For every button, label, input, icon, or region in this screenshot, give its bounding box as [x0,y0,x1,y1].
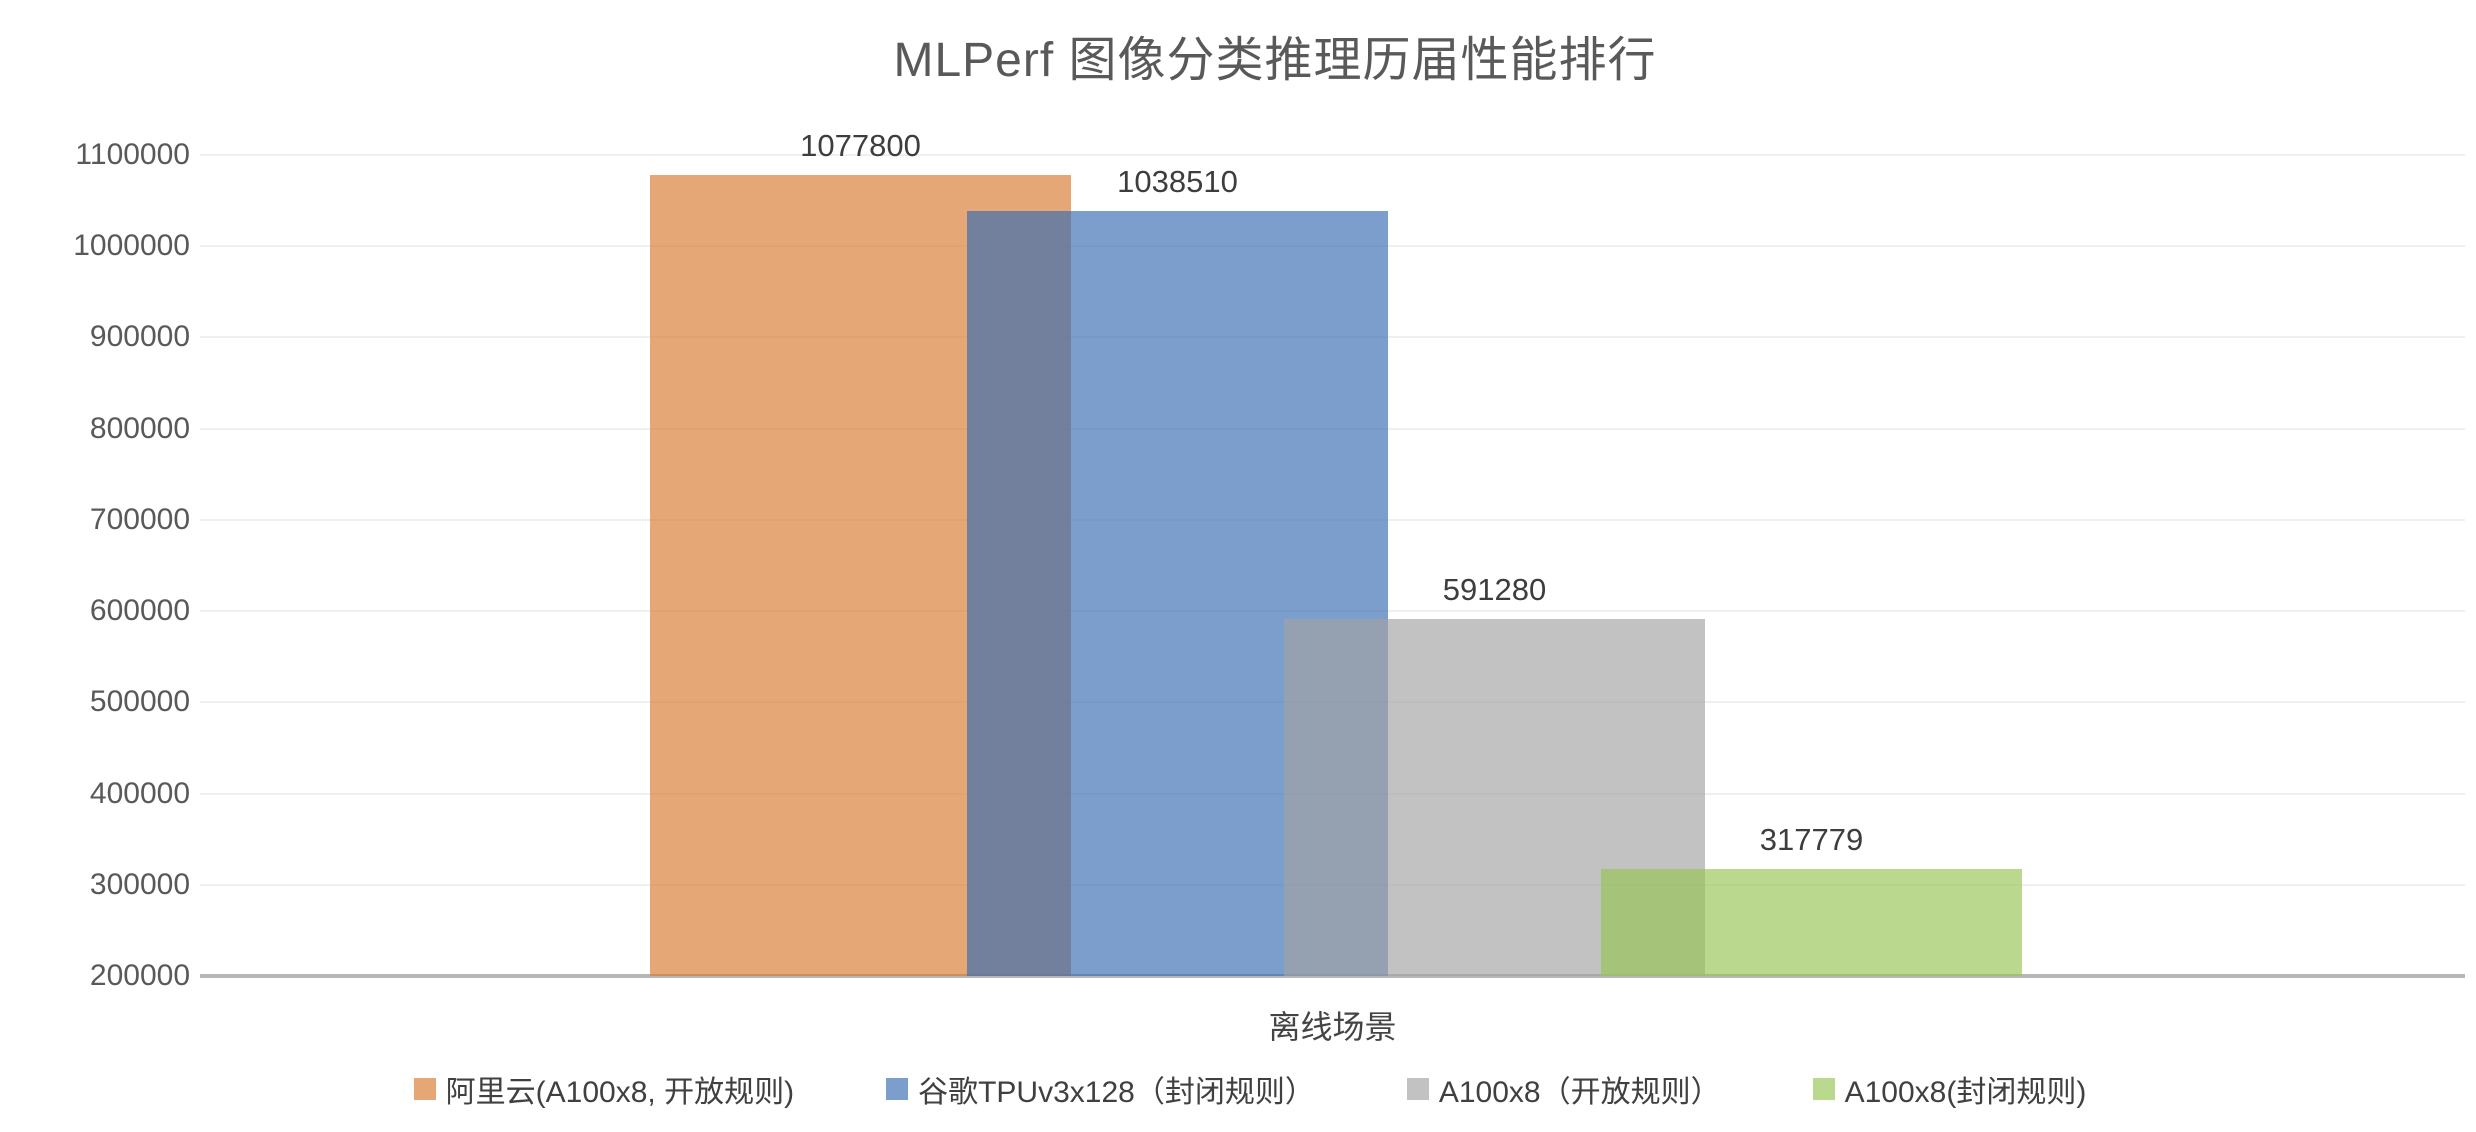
bar-value-label: 1038510 [1117,164,1238,200]
y-tick-label: 700000 [89,502,190,536]
legend-swatch-icon [413,1078,436,1100]
y-tick-label: 1100000 [75,138,190,171]
gridline [200,154,2465,156]
legend-swatch-icon [1812,1078,1835,1100]
y-tick-label: 200000 [89,959,190,992]
y-tick-label: 600000 [89,594,190,628]
legend-item: 谷歌TPUv3x128（封闭规则） [886,1067,1315,1111]
legend-label: A100x8（开放规则） [1438,1076,1721,1109]
bar-value-label: 591280 [1442,572,1547,608]
y-tick-label: 400000 [89,776,190,810]
legend-swatch-icon [886,1078,909,1100]
legend-label: A100x8(封闭规则) [1844,1076,2087,1109]
bar-value-label: 317779 [1759,821,1864,857]
legend: 阿里云(A100x8, 开放规则) 谷歌TPUv3x128（封闭规则） A100x8… [100,1062,2400,1116]
x-axis-label: 离线场景 [1268,1009,1397,1045]
legend-label: 阿里云(A100x8, 开放规则) [445,1076,795,1109]
legend-label: 谷歌TPUv3x128（封闭规则） [918,1076,1315,1109]
bar [1601,868,2022,976]
y-tick-label: 300000 [89,867,190,901]
legend-item: 阿里云(A100x8, 开放规则) [413,1067,795,1111]
legend-swatch-icon [1406,1078,1429,1100]
y-tick-label: 500000 [89,685,190,719]
y-tick-label: 900000 [89,320,190,354]
bar-value-label: 1077800 [800,128,921,164]
chart-title: MLPerf 图像分类推理历届性能排行 [893,34,1657,87]
y-tick-label: 800000 [89,411,190,445]
x-axis-line [200,974,2465,978]
legend-item: A100x8（开放规则） [1406,1067,1721,1111]
legend-item: A100x8(封闭规则) [1812,1067,2087,1111]
y-tick-label: 1000000 [73,229,190,263]
